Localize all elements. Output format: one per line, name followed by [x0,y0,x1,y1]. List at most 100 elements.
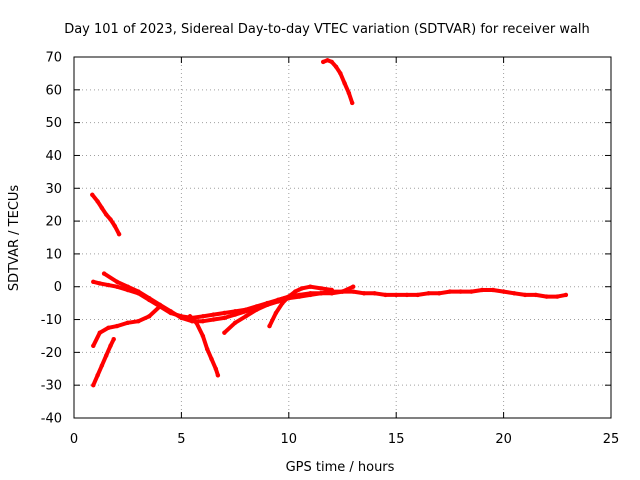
data-point [329,291,334,296]
data-point [555,294,560,299]
data-point [147,296,152,301]
series-arc-rise-seven [222,294,291,335]
data-point [351,289,356,294]
data-point [108,217,113,222]
data-point [522,292,528,298]
data-point [308,284,313,289]
data-point [213,366,218,371]
data-point [205,346,210,352]
data-point [111,337,116,342]
data-point [106,325,111,330]
data-point [95,199,100,204]
data-point [372,291,377,296]
data-point [361,291,367,296]
data-point [104,212,109,217]
y-tick-label: 70 [45,51,62,66]
x-tick-label: 0 [70,432,78,447]
x-tick-label: 10 [281,432,298,447]
data-point [179,315,184,321]
data-point [108,343,113,348]
y-tick-label: -10 [41,313,62,328]
data-point [136,289,141,294]
x-tick-label: 15 [388,432,405,447]
data-point [490,287,496,293]
data-point [125,284,130,289]
data-point [293,289,298,294]
data-point [243,309,248,314]
data-point [338,71,343,76]
data-point [533,292,538,298]
data-point [329,59,334,65]
x-tick-label: 5 [177,432,185,447]
data-point [200,314,206,319]
data-point [194,320,199,325]
data-point [437,291,442,296]
data-point [99,205,105,211]
data-point [104,353,109,358]
data-point [318,291,324,296]
y-tick-label: -30 [41,379,62,394]
grid-lines [74,57,611,418]
data-point [99,363,105,368]
data-point [563,292,569,298]
series-arc-rise-nine [267,284,334,329]
data-point [447,289,453,294]
data-point [273,310,279,316]
data-point [101,271,107,276]
data-point [200,333,206,339]
data-point [383,292,388,298]
data-point [544,294,549,299]
y-tick-label: -40 [41,412,62,427]
data-point [222,330,227,335]
data-point [342,81,347,86]
axis-ticks: 0 5 10 15 20 25 -40 -30 -20 -10 0 10 20 30 40 50 60 70 [41,51,620,448]
data-point [280,300,285,306]
data-point [114,284,120,289]
series-arc-drop-mid [187,314,221,378]
data-point [351,284,356,289]
data-point [265,302,270,307]
data-point [232,320,238,325]
data-point [267,323,272,329]
plot-frame [73,56,612,419]
data-point [404,292,410,298]
data-point [512,291,517,296]
data-point [114,323,120,329]
data-point [106,282,111,288]
data-point [297,294,302,299]
data-series [90,58,569,388]
data-point [157,304,163,309]
data-point [114,279,120,284]
data-point [329,287,334,293]
data-point [394,292,399,298]
y-tick-label: 20 [45,215,62,230]
series-arc-high-peak [321,58,355,106]
data-point [426,291,431,296]
data-point [125,320,130,325]
data-point [299,286,304,291]
data-point [318,286,324,291]
y-tick-label: 10 [45,247,62,262]
data-point [211,312,216,317]
data-point [243,314,248,319]
data-point [91,343,96,348]
y-tick-label: 50 [45,116,62,131]
data-point [211,317,216,322]
data-point [321,59,326,65]
data-point [147,314,152,319]
x-axis-title: GPS time / hours [286,460,395,475]
series-arc-low-a [91,304,163,348]
data-point [479,287,485,293]
data-point [350,100,355,106]
data-point [275,297,281,303]
data-point [469,289,474,294]
y-tick-label: 60 [45,83,62,98]
data-point [254,307,259,312]
data-point [501,289,506,294]
data-point [209,356,214,362]
data-point [168,309,173,314]
data-point [200,319,206,324]
data-point [112,223,118,229]
